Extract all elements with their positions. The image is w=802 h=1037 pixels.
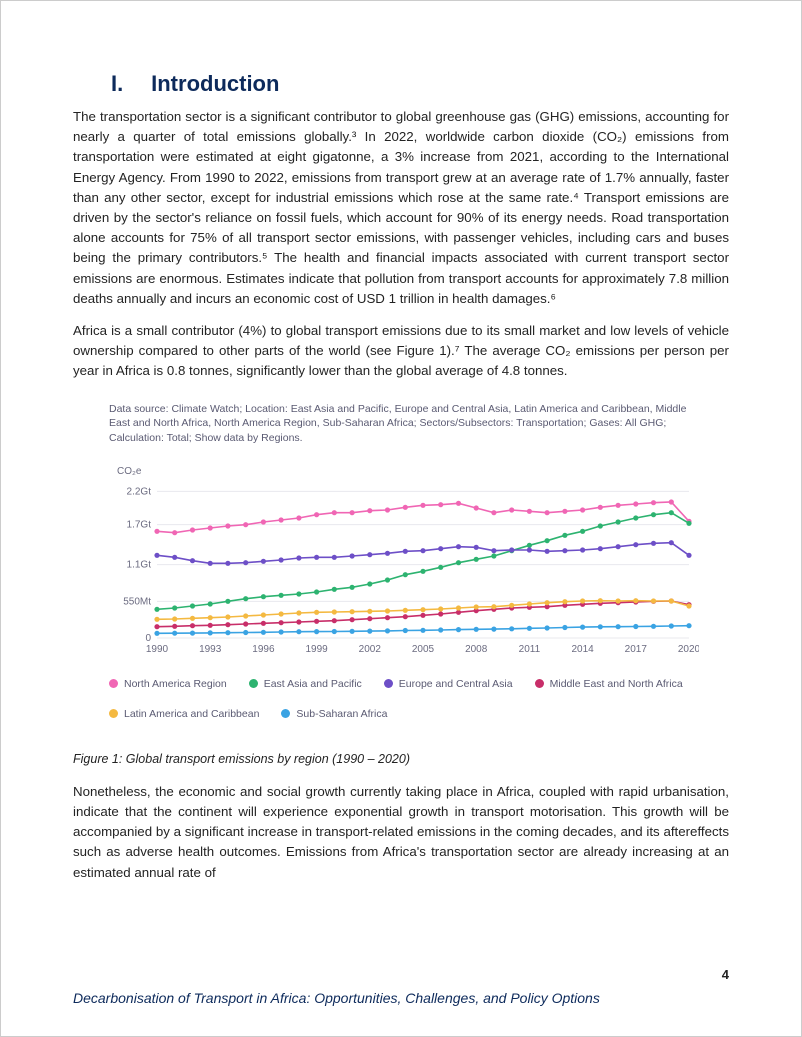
svg-text:1999: 1999 xyxy=(305,644,328,655)
legend-dot-icon xyxy=(384,679,393,688)
paragraph-3: Nonetheless, the economic and social gro… xyxy=(73,782,729,883)
paragraph-2: Africa is a small contributor (4%) to gl… xyxy=(73,321,729,382)
paragraph-1: The transportation sector is a significa… xyxy=(73,107,729,309)
legend-item: Middle East and North Africa xyxy=(535,678,683,690)
svg-text:0: 0 xyxy=(145,633,151,644)
legend-item: East Asia and Pacific xyxy=(249,678,362,690)
legend-dot-icon xyxy=(249,679,258,688)
svg-text:550Mt: 550Mt xyxy=(123,596,151,607)
svg-text:1.7Gt: 1.7Gt xyxy=(127,519,152,530)
svg-text:2017: 2017 xyxy=(625,644,648,655)
legend-label: Latin America and Caribbean xyxy=(124,708,259,720)
figure-1: Data source: Climate Watch; Location: Ea… xyxy=(73,394,729,730)
legend-dot-icon xyxy=(109,679,118,688)
legend-dot-icon xyxy=(281,709,290,718)
legend-dot-icon xyxy=(109,709,118,718)
svg-text:CO₂e: CO₂e xyxy=(117,466,142,477)
svg-text:2002: 2002 xyxy=(359,644,382,655)
emissions-chart: CO₂e 0 550Mt 1.1Gt 1.7Gt 2.2Gt 1990 1993 1996 199… xyxy=(109,460,699,660)
svg-text:2011: 2011 xyxy=(519,644,541,655)
legend-item: Europe and Central Asia xyxy=(384,678,513,690)
legend-label: Sub-Saharan Africa xyxy=(296,708,387,720)
legend-item: Sub-Saharan Africa xyxy=(281,708,387,720)
svg-text:1990: 1990 xyxy=(146,644,169,655)
legend-label: East Asia and Pacific xyxy=(264,678,362,690)
svg-text:1.1Gt: 1.1Gt xyxy=(127,559,152,570)
svg-text:2.2Gt: 2.2Gt xyxy=(127,486,152,497)
heading-roman: I. xyxy=(111,71,145,97)
legend-label: Europe and Central Asia xyxy=(399,678,513,690)
legend-item: North America Region xyxy=(109,678,227,690)
svg-text:2020: 2020 xyxy=(678,644,699,655)
figure-caption: Figure 1: Global transport emissions by … xyxy=(73,752,729,766)
chart-legend: North America Region East Asia and Pacifi… xyxy=(73,660,729,730)
page-footer: Decarbonisation of Transport in Africa: … xyxy=(73,990,729,1006)
figure-data-source: Data source: Climate Watch; Location: Ea… xyxy=(73,394,729,460)
svg-text:2005: 2005 xyxy=(412,644,435,655)
svg-text:1993: 1993 xyxy=(199,644,222,655)
section-heading: I. Introduction xyxy=(73,71,729,97)
legend-label: North America Region xyxy=(124,678,227,690)
svg-text:1996: 1996 xyxy=(252,644,275,655)
svg-text:2008: 2008 xyxy=(465,644,488,655)
page: I. Introduction The transportation secto… xyxy=(0,0,802,1037)
heading-text: Introduction xyxy=(151,71,279,96)
page-number: 4 xyxy=(722,967,729,982)
svg-text:2014: 2014 xyxy=(571,644,594,655)
legend-dot-icon xyxy=(535,679,544,688)
chart-svg: CO₂e 0 550Mt 1.1Gt 1.7Gt 2.2Gt 1990 1993 1996 199… xyxy=(109,460,699,660)
legend-item: Latin America and Caribbean xyxy=(109,708,259,720)
footer-title: Decarbonisation of Transport in Africa: … xyxy=(73,990,600,1006)
legend-label: Middle East and North Africa xyxy=(550,678,683,690)
